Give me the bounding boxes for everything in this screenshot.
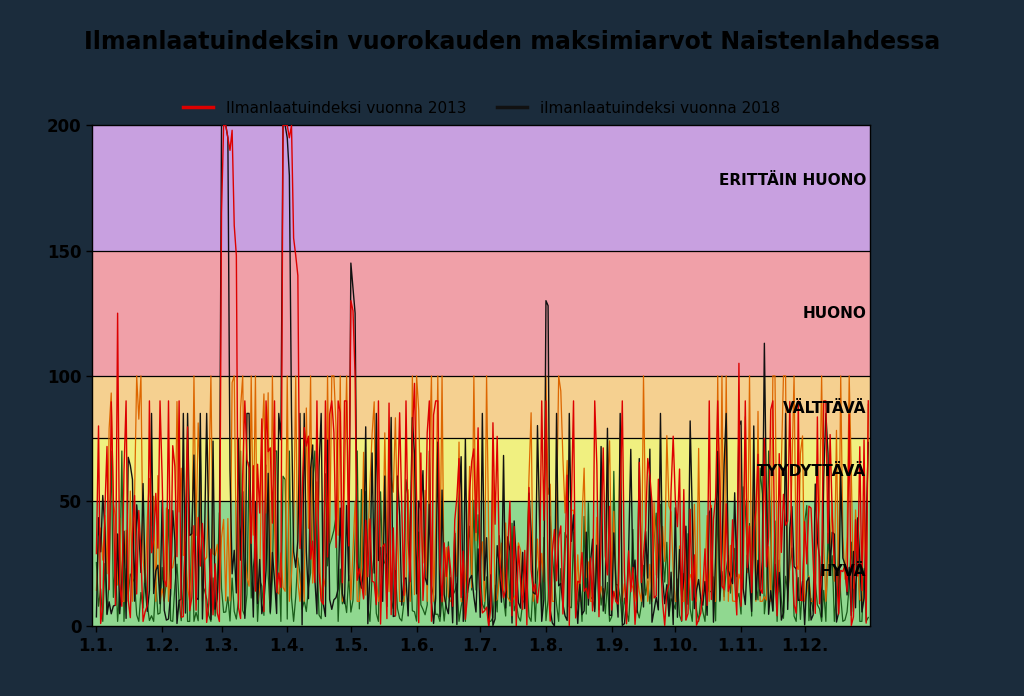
Bar: [92, 125, 870, 251]
Text: HYVÄ: HYVÄ: [819, 564, 866, 579]
Text: HUONO: HUONO: [802, 306, 866, 321]
Bar: [92, 376, 870, 438]
Legend: Ilmanlaatuindeksi vuonna 2013, ilmanlaatuindeksi vuonna 2018: Ilmanlaatuindeksi vuonna 2013, ilmanlaat…: [177, 95, 785, 122]
Bar: [92, 438, 870, 501]
Text: Ilmanlaatuindeksin vuorokauden maksimiarvot Naistenlahdessa: Ilmanlaatuindeksin vuorokauden maksimiar…: [84, 30, 940, 54]
Text: ERITTÄIN HUONO: ERITTÄIN HUONO: [719, 173, 866, 188]
Bar: [92, 501, 870, 626]
Text: TYYDYTTÄVÄ: TYYDYTTÄVÄ: [757, 464, 866, 479]
Text: VÄLTTÄVÄ: VÄLTTÄVÄ: [782, 401, 866, 416]
Bar: [92, 251, 870, 376]
